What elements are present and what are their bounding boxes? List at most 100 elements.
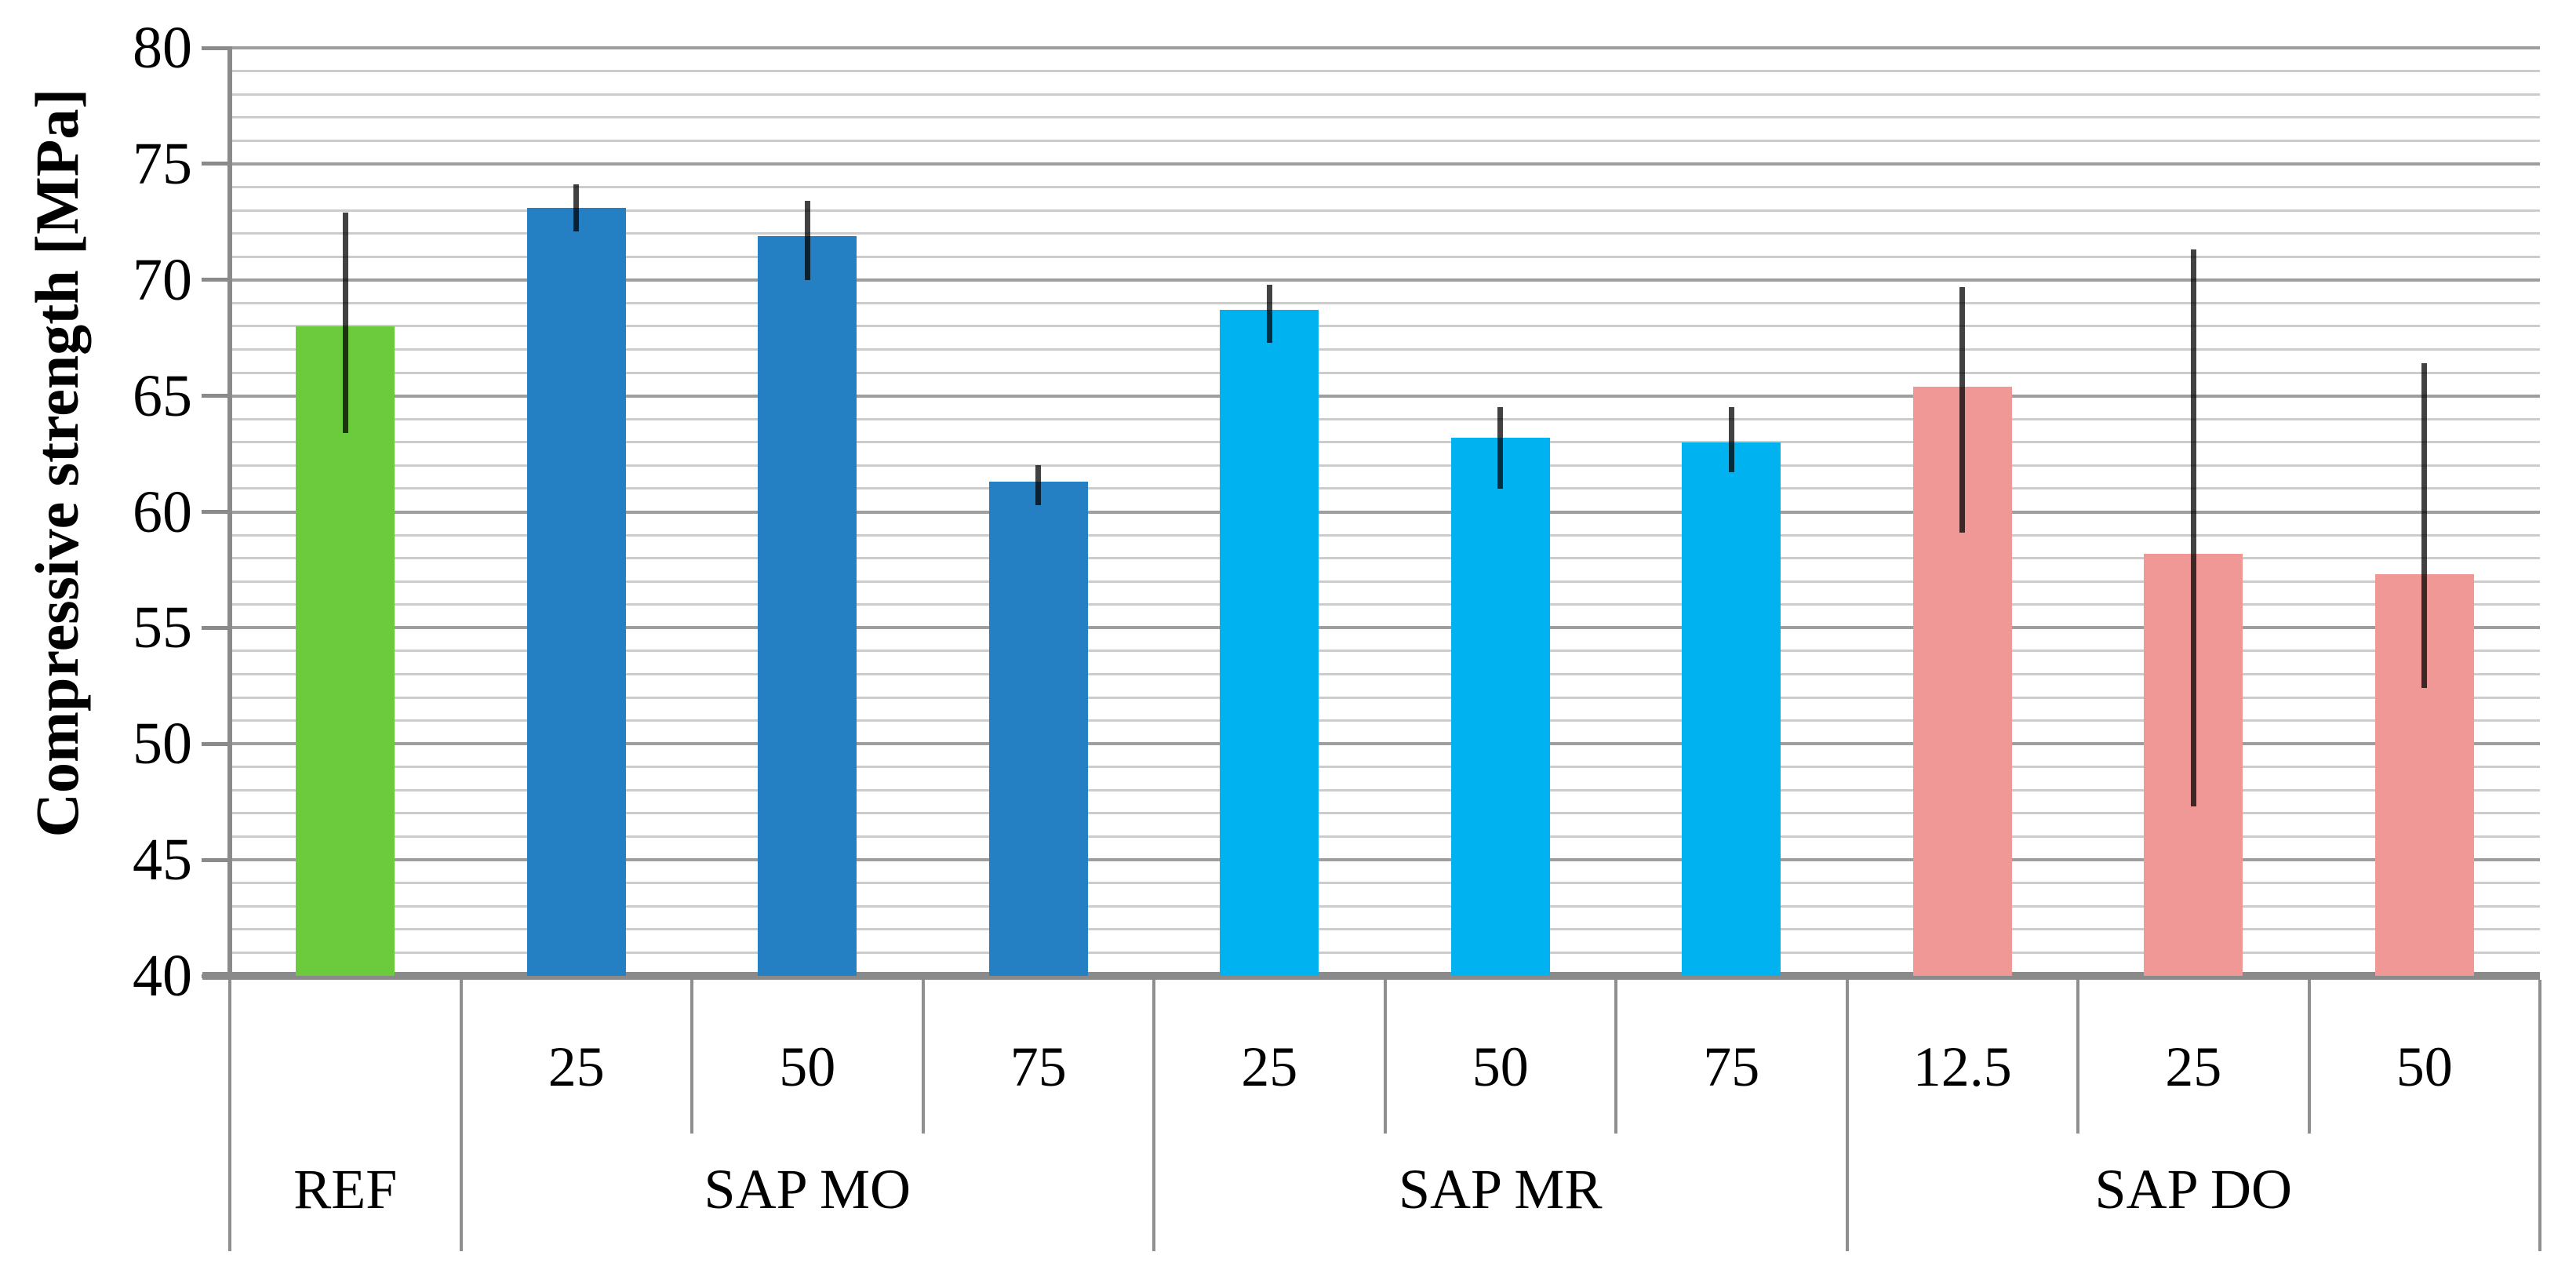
minor-gridline — [230, 904, 2540, 908]
error-bar — [2190, 249, 2196, 807]
minor-gridline — [230, 696, 2540, 699]
bar-sap-mr-75 — [1682, 442, 1781, 976]
group-divider — [2538, 980, 2541, 1251]
error-bar — [1035, 465, 1042, 505]
y-tick-label: 40 — [133, 943, 192, 1009]
x-sub-label: 12.5 — [1912, 1035, 2012, 1098]
group-divider — [228, 980, 231, 1251]
y-axis-tick — [202, 510, 230, 514]
minor-gridline — [230, 719, 2540, 722]
x-sub-label: 75 — [1010, 1035, 1067, 1098]
error-bar — [1728, 407, 1734, 473]
bar-ref — [296, 326, 395, 976]
minor-gridline — [230, 951, 2540, 954]
x-sub-label: 50 — [1472, 1035, 1529, 1098]
y-axis-tick — [202, 741, 230, 746]
sub-divider — [2076, 980, 2079, 1134]
bar-sap-mr-25 — [1220, 310, 1319, 976]
y-tick-label: 60 — [133, 479, 192, 545]
group-divider — [1845, 980, 1849, 1251]
x-group-label: SAP MO — [704, 1158, 911, 1221]
x-sub-label: 50 — [779, 1035, 836, 1098]
y-axis-tick — [202, 278, 230, 282]
minor-gridline — [230, 93, 2540, 96]
minor-gridline — [230, 348, 2540, 351]
major-gridline — [230, 626, 2540, 630]
x-sub-label: 75 — [1703, 1035, 1760, 1098]
minor-gridline — [230, 325, 2540, 328]
sub-divider — [690, 980, 693, 1134]
sub-divider — [1383, 980, 1387, 1134]
major-gridline — [230, 858, 2540, 862]
bar-sap-mr-50 — [1450, 437, 1550, 976]
minor-gridline — [230, 928, 2540, 931]
sub-divider — [921, 980, 925, 1134]
minor-gridline — [230, 301, 2540, 304]
minor-gridline — [230, 232, 2540, 235]
error-bar — [804, 201, 810, 280]
minor-gridline — [230, 487, 2540, 490]
minor-gridline — [230, 209, 2540, 212]
minor-gridline — [230, 766, 2540, 769]
error-bar — [1266, 284, 1272, 343]
y-tick-label: 50 — [133, 711, 192, 777]
y-tick-label: 75 — [133, 130, 192, 197]
major-gridline — [230, 742, 2540, 746]
minor-gridline — [230, 464, 2540, 467]
y-axis-tick — [202, 394, 230, 398]
major-gridline — [230, 278, 2540, 282]
y-tick-label: 55 — [133, 595, 192, 661]
minor-gridline — [230, 70, 2540, 73]
error-bar — [2421, 363, 2428, 689]
bar-sap-mo-50 — [758, 235, 857, 976]
x-group-label: REF — [293, 1158, 398, 1221]
y-axis-line — [227, 46, 232, 980]
y-axis-tick — [202, 162, 230, 166]
x-sub-label: 25 — [1241, 1035, 1298, 1098]
sub-divider — [2307, 980, 2311, 1134]
error-bar — [342, 212, 348, 433]
minor-gridline — [230, 255, 2540, 258]
x-group-label: SAP MR — [1399, 1158, 1603, 1221]
minor-gridline — [230, 673, 2540, 676]
minor-gridline — [230, 417, 2540, 420]
minor-gridline — [230, 185, 2540, 188]
bar-sap-mo-25 — [526, 208, 626, 976]
major-gridline — [230, 162, 2540, 166]
sub-divider — [1614, 980, 1617, 1134]
y-tick-label: 70 — [133, 246, 192, 313]
minor-gridline — [230, 116, 2540, 119]
x-axis-line — [202, 972, 2540, 980]
y-tick-label: 80 — [133, 15, 192, 81]
y-axis-tick — [202, 45, 230, 50]
error-bar — [1959, 286, 1966, 533]
group-divider — [1152, 980, 1155, 1251]
x-sub-label: 25 — [2165, 1035, 2222, 1098]
y-tick-label: 45 — [133, 827, 192, 893]
minor-gridline — [230, 788, 2540, 792]
error-bar — [573, 184, 580, 231]
x-sub-label: 25 — [548, 1035, 605, 1098]
bar-sap-mo-75 — [988, 482, 1088, 976]
error-bar — [1497, 407, 1504, 489]
minor-gridline — [230, 533, 2540, 537]
group-divider — [459, 980, 463, 1251]
minor-gridline — [230, 139, 2540, 142]
x-group-label: SAP DO — [2094, 1158, 2292, 1221]
minor-gridline — [230, 603, 2540, 606]
major-gridline — [230, 46, 2540, 49]
minor-gridline — [230, 882, 2540, 885]
minor-gridline — [230, 371, 2540, 374]
y-axis-tick — [202, 857, 230, 862]
minor-gridline — [230, 441, 2540, 444]
minor-gridline — [230, 557, 2540, 560]
minor-gridline — [230, 812, 2540, 815]
x-sub-label: 50 — [2396, 1035, 2453, 1098]
y-axis-tick — [202, 625, 230, 630]
minor-gridline — [230, 650, 2540, 653]
major-gridline — [230, 510, 2540, 514]
minor-gridline — [230, 835, 2540, 839]
minor-gridline — [230, 580, 2540, 583]
major-gridline — [230, 394, 2540, 398]
